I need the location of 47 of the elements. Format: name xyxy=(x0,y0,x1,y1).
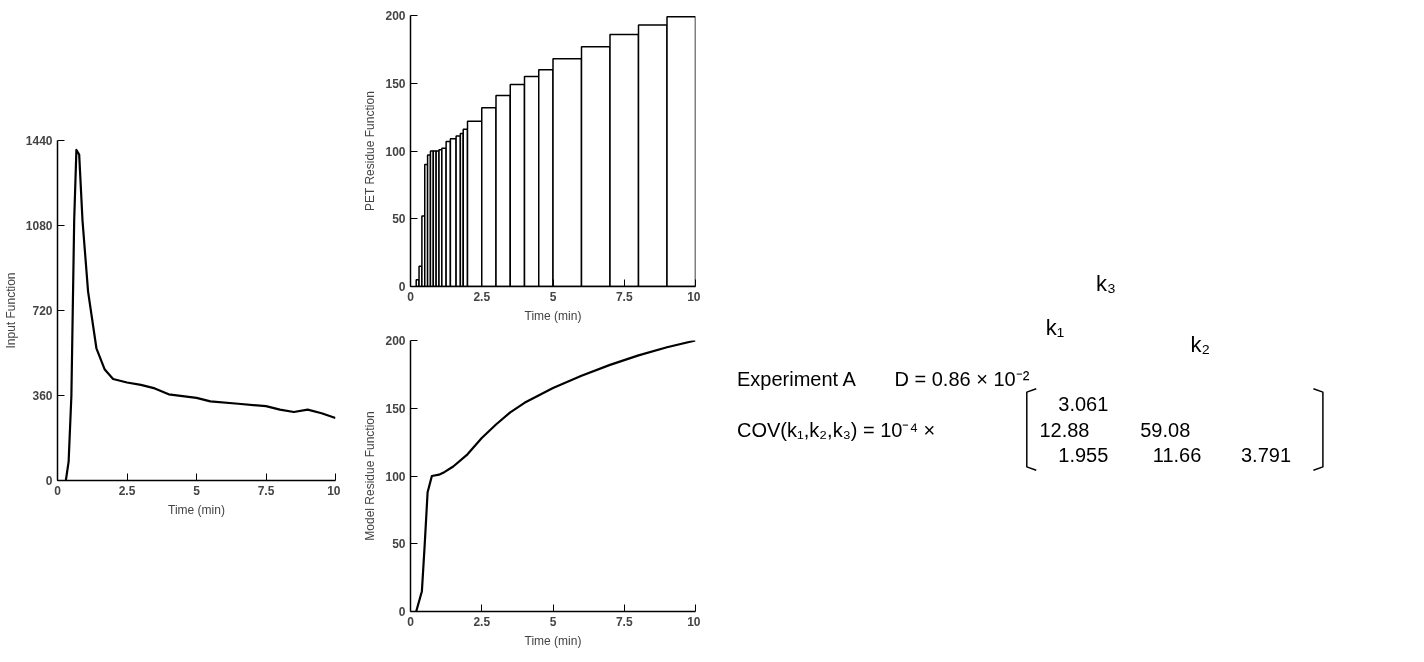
y-tick-label: 0 xyxy=(398,280,406,294)
x-tick-label: 10 xyxy=(687,614,701,629)
text: k₃ xyxy=(1096,270,1117,296)
x-axis-title: Time (min) xyxy=(524,633,582,648)
y-tick-label: 150 xyxy=(385,401,406,416)
y-axis-title: PET Residue Function xyxy=(363,91,378,212)
text: 3.791 xyxy=(1241,444,1292,466)
y-tick-label: 1080 xyxy=(25,219,53,233)
y-tick-label: 360 xyxy=(32,389,53,403)
y-tick-label: 200 xyxy=(385,9,406,23)
text: 1.955 xyxy=(1058,444,1109,466)
x-tick-label: 2.5 xyxy=(473,289,491,304)
y-tick-label: 1440 xyxy=(25,134,53,148)
y-tick-label: 50 xyxy=(392,212,406,227)
x-tick-label: 5 xyxy=(549,289,557,304)
y-tick-label: 200 xyxy=(385,334,406,348)
y-tick-label: 0 xyxy=(398,605,406,619)
text: k₂ xyxy=(1190,332,1211,357)
x-axis-title: Time (min) xyxy=(168,502,225,517)
y-tick-label: 100 xyxy=(385,144,406,159)
text: 3.061 xyxy=(1058,393,1109,415)
line-series xyxy=(415,340,696,612)
y-tick-label: 150 xyxy=(385,76,406,91)
x-tick-label: 7.5 xyxy=(615,289,633,304)
x-tick-label: 2.5 xyxy=(118,483,136,498)
x-tick-label: 5 xyxy=(549,614,557,629)
x-tick-label: 7.5 xyxy=(615,614,633,629)
y-tick-label: 100 xyxy=(385,469,406,484)
line-series xyxy=(64,148,336,481)
text: Experiment A xyxy=(737,367,857,390)
x-tick-label: 5 xyxy=(193,483,201,498)
x-tick-label: 2.5 xyxy=(473,614,491,629)
x-tick-label: 10 xyxy=(687,289,701,304)
text: COV(k₁,k₂,k₃) = 10⁻⁴ × xyxy=(737,418,936,441)
y-axis-title: Model Residue Function xyxy=(363,411,378,541)
y-tick-label: 50 xyxy=(392,537,406,552)
x-axis-title: Time (min) xyxy=(524,308,582,323)
y-tick-label: 720 xyxy=(32,304,53,318)
text: k₁ xyxy=(1045,315,1065,340)
text: D = 0.86 × 10⁻² xyxy=(894,367,1030,390)
x-tick-label: 7.5 xyxy=(257,483,275,498)
x-tick-label: 10 xyxy=(327,483,341,498)
y-tick-label: 0 xyxy=(45,474,53,488)
y-axis-title: Input Function xyxy=(3,272,18,349)
text: 59.08 xyxy=(1140,418,1191,441)
text: 11.66 xyxy=(1152,444,1202,466)
text: 12.88 xyxy=(1039,418,1090,441)
